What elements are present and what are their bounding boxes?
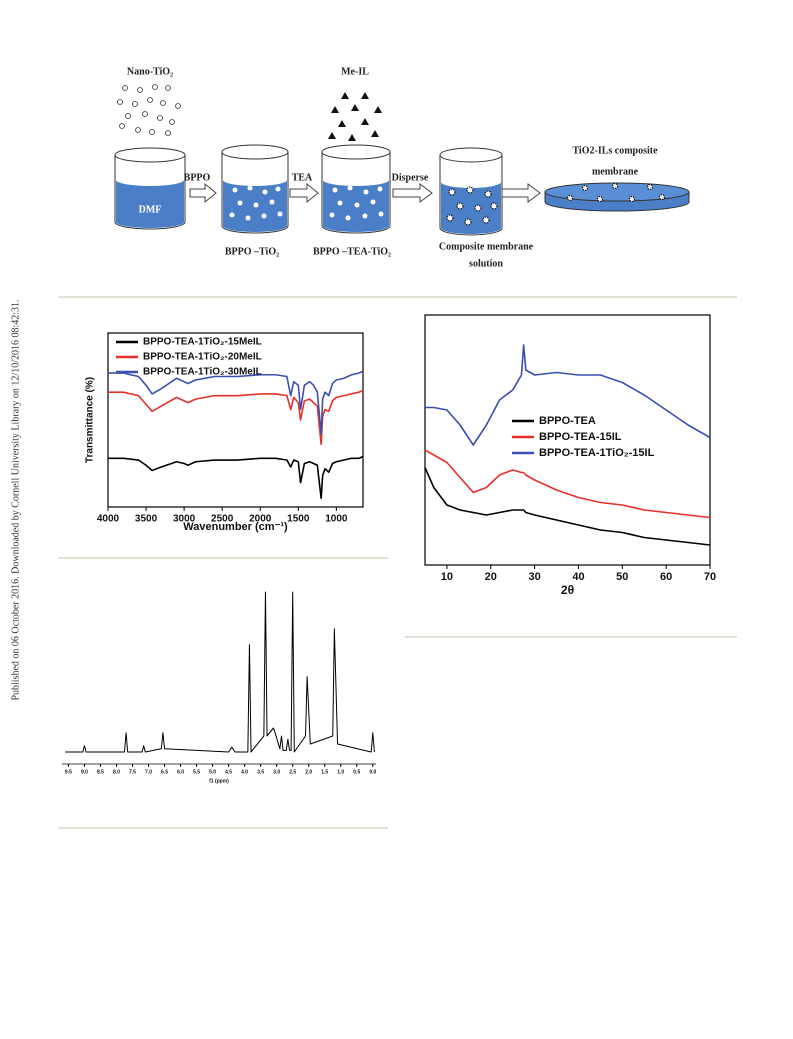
x-tick-label: 0.0: [369, 769, 376, 775]
x-tick-label: 1.5: [321, 769, 328, 775]
particles: [446, 186, 498, 226]
arrow: [392, 183, 433, 203]
legend-label: BPPO-TEA-15IL: [539, 431, 622, 443]
label: solution: [469, 258, 503, 269]
label: Nano-TiO₂: [127, 66, 173, 77]
particles: [117, 84, 181, 136]
x-tick-label: 3.5: [257, 769, 264, 775]
il-particles: [328, 92, 382, 141]
x-tick-label: 10: [441, 571, 453, 583]
x-tick-label: 9.5: [65, 769, 72, 775]
x-tick-label: 3500: [135, 514, 158, 525]
x-tick-label: 9.0: [81, 769, 88, 775]
x-tick-label: 8.5: [97, 769, 104, 775]
rim: [321, 144, 391, 160]
x-tick-label: 3.0: [273, 769, 280, 775]
series-line: [425, 344, 711, 446]
label: Composite membrane: [439, 241, 534, 252]
label: BPPO: [184, 172, 211, 183]
label: Disperse: [392, 172, 429, 183]
series-line: [65, 591, 375, 753]
label: membrane: [592, 166, 639, 177]
fluid: [116, 180, 184, 228]
arrow: [501, 183, 541, 203]
x-tick-label: 4000: [97, 514, 120, 525]
legend-label: BPPO-TEA-1TiO₂-15MeIL: [143, 337, 262, 348]
label: Me-IL: [341, 66, 369, 77]
label: BPPO –TEA-TiO₂: [313, 246, 391, 257]
x-axis-label: f1 (ppm): [209, 778, 229, 784]
label: BPPO –TiO₂: [225, 246, 279, 257]
x-tick-label: 2.5: [289, 769, 296, 775]
x-tick-label: 2000: [249, 514, 272, 525]
x-tick-label: 6.5: [161, 769, 168, 775]
y-axis-label: Transmittance (%): [85, 377, 96, 463]
x-tick-label: 4.0: [241, 769, 248, 775]
legend-label: BPPO-TEA-1TiO₂-15IL: [539, 447, 655, 459]
arrow: [189, 182, 217, 204]
rim: [439, 147, 503, 163]
legend-label: BPPO-TEA: [539, 415, 596, 427]
x-tick-label: 70: [704, 571, 716, 583]
x-tick-label: 1.0: [337, 769, 344, 775]
legend-label: BPPO-TEA-1TiO₂-30MeIL: [143, 367, 262, 378]
series-line: [424, 449, 711, 519]
x-tick-label: 60: [660, 571, 672, 583]
particles: [566, 182, 666, 203]
x-tick-label: 50: [616, 571, 628, 583]
x-tick-label: 40: [572, 571, 584, 583]
x-tick-label: 3000: [173, 514, 196, 525]
x-tick-label: 7.5: [129, 769, 136, 775]
x-tick-label: 0.5: [353, 769, 360, 775]
series-line: [424, 467, 711, 546]
rim: [114, 147, 186, 163]
x-tick-label: 30: [528, 571, 540, 583]
series-line: [108, 389, 364, 446]
x-tick-label: 4.5: [225, 769, 232, 775]
legend-label: BPPO-TEA-1TiO₂-20MeIL: [143, 352, 262, 363]
plot-frame: [424, 314, 711, 566]
x-tick-label: 20: [485, 571, 497, 583]
label: TiO2-ILs composite: [572, 145, 658, 156]
x-tick-label: 1500: [287, 514, 310, 525]
x-tick-label: 8.0: [113, 769, 120, 775]
x-tick-label: 5.5: [193, 769, 200, 775]
sidebar: Published on 06 October 2016. Downloaded…: [10, 299, 21, 700]
x-axis-label: Wavenumber (cm⁻¹): [183, 521, 288, 533]
particles: [329, 185, 384, 221]
arrow: [289, 182, 319, 204]
scheme: Nano-TiO₂ Me-IL DMF BPPO BPPO –TiO₂: [114, 66, 690, 269]
rim: [221, 144, 289, 160]
x-axis-label: 2θ: [561, 583, 574, 597]
label: TEA: [292, 172, 313, 183]
x-tick-label: 1000: [325, 514, 348, 525]
x-tick-label: 2500: [211, 514, 234, 525]
particles: [229, 185, 283, 221]
plot-frame: [107, 332, 364, 508]
x-tick-label: 5.0: [209, 769, 216, 775]
series-line: [108, 455, 364, 500]
x-tick-label: 2.0: [305, 769, 312, 775]
series-line: [108, 370, 364, 435]
label: DMF: [139, 204, 162, 215]
x-tick-label: 6.0: [177, 769, 184, 775]
x-tick-label: 7.0: [145, 769, 152, 775]
